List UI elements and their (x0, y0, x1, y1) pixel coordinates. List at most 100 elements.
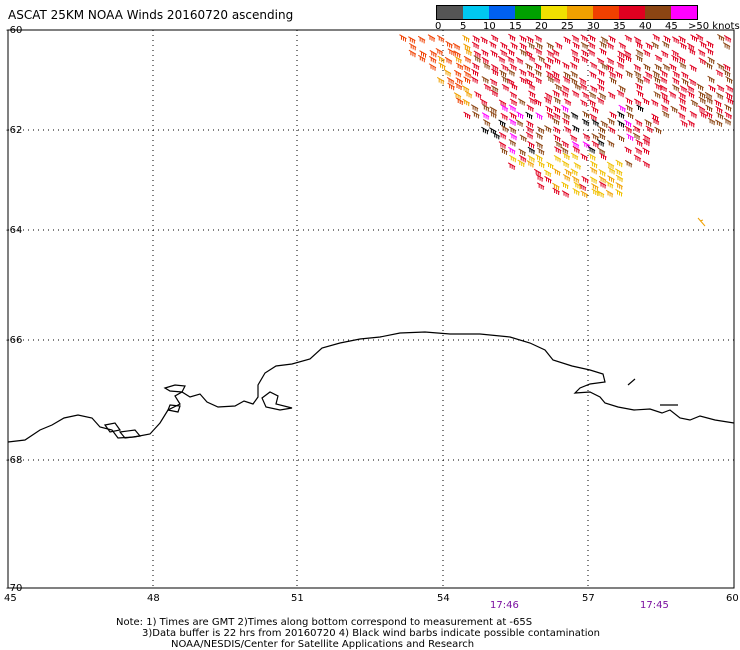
wind-barb (695, 33, 704, 42)
wind-barb (498, 99, 507, 107)
wind-barb (669, 63, 677, 71)
wind-barb (662, 63, 671, 72)
wind-barb (527, 41, 535, 50)
wind-barb (483, 83, 492, 92)
wind-barb (527, 146, 536, 155)
footnotes: Note: 1) Times are GMT 2)Times along bot… (116, 617, 600, 650)
wind-barb (642, 134, 651, 142)
wind-barb (589, 113, 598, 121)
wind-barb (591, 119, 600, 127)
wind-barb (578, 77, 587, 85)
wind-barb (428, 63, 437, 71)
wind-barb (435, 47, 444, 56)
wind-barb (552, 117, 560, 126)
wind-barb (690, 34, 698, 42)
wind-barb (497, 55, 506, 64)
wind-barb (652, 70, 660, 78)
wind-barb (597, 68, 605, 77)
wind-barb (580, 99, 588, 107)
wind-barb (615, 159, 623, 168)
wind-barb (525, 125, 534, 134)
wind-barb (633, 70, 642, 79)
wind-barb (525, 62, 533, 71)
wind-barb (715, 106, 723, 114)
wind-barb (599, 41, 607, 49)
wind-barb (445, 40, 453, 49)
wind-barb (500, 112, 509, 121)
wind-barb (678, 97, 686, 105)
wind-barb (519, 48, 527, 57)
wind-barb (561, 190, 570, 198)
wind-barb (570, 70, 578, 79)
wind-barb (560, 90, 569, 98)
wind-barb (525, 78, 533, 86)
wind-barb (706, 40, 714, 49)
note-line: Note: 1) Times are GMT 2)Times along bot… (116, 617, 533, 628)
lon-label: 51 (291, 593, 304, 604)
scale-swatch-0 (437, 6, 463, 19)
wind-barb (535, 154, 543, 162)
wind-barb (617, 120, 625, 128)
wind-barb (552, 70, 560, 79)
wind-barb (508, 33, 516, 42)
wind-barb (500, 63, 509, 72)
scale-label: 35 (613, 21, 626, 32)
wind-barb (705, 104, 713, 113)
wind-barb (662, 40, 670, 49)
wind-barb (588, 91, 597, 99)
wind-barb (534, 34, 543, 43)
wind-barb (672, 77, 680, 85)
wind-barb (634, 147, 643, 155)
wind-barb (570, 168, 578, 176)
wind-barb (591, 188, 599, 196)
wind-barb (643, 63, 651, 71)
wind-barb (608, 126, 616, 134)
wind-barb (554, 146, 562, 154)
wind-barb (589, 85, 598, 93)
color-scale-labels: 0 5 10 15 20 25 30 35 40 45 >50 knots (435, 20, 740, 32)
wind-barb (722, 42, 731, 50)
wind-barb (632, 132, 641, 140)
wind-barb (704, 91, 713, 100)
wind-barb (687, 90, 695, 99)
wind-barb (681, 77, 689, 86)
wind-barb (537, 55, 545, 63)
wind-barb (438, 62, 446, 70)
wind-barb (464, 90, 473, 99)
wind-barb (589, 176, 598, 184)
wind-barb (572, 41, 580, 50)
wind-barb (581, 49, 589, 57)
wind-barb (606, 42, 615, 50)
wind-barb (482, 104, 490, 112)
grid-lines (8, 30, 734, 588)
scale-label: >50 knots (688, 21, 740, 32)
note-line: NOAA/NESDIS/Center for Satellite Applica… (171, 639, 475, 650)
wind-barb (597, 147, 606, 156)
wind-barb (508, 118, 517, 126)
wind-barb (651, 113, 659, 121)
wind-barb (587, 49, 596, 57)
wind-barb (563, 126, 572, 134)
wind-barb (446, 77, 455, 85)
wind-barb (616, 61, 625, 70)
scale-label: 15 (509, 21, 522, 32)
wind-barb (455, 77, 463, 85)
wind-barb (679, 42, 687, 50)
wind-barb (555, 41, 563, 50)
wind-barb (519, 34, 527, 43)
wind-barb (688, 47, 696, 56)
wind-barb (633, 36, 642, 44)
wind-barb (607, 139, 615, 148)
wind-barb (498, 119, 506, 127)
wind-barb (536, 182, 545, 190)
wind-barb (553, 96, 561, 105)
scale-label: 10 (483, 21, 496, 32)
wind-barb (534, 69, 542, 77)
wind-barb (615, 182, 623, 190)
wind-barb (528, 90, 536, 98)
wind-barb (625, 70, 633, 78)
wind-barb (650, 99, 659, 107)
wind-barb (591, 133, 599, 141)
wind-barb (660, 70, 668, 78)
wind-barb (624, 159, 633, 168)
